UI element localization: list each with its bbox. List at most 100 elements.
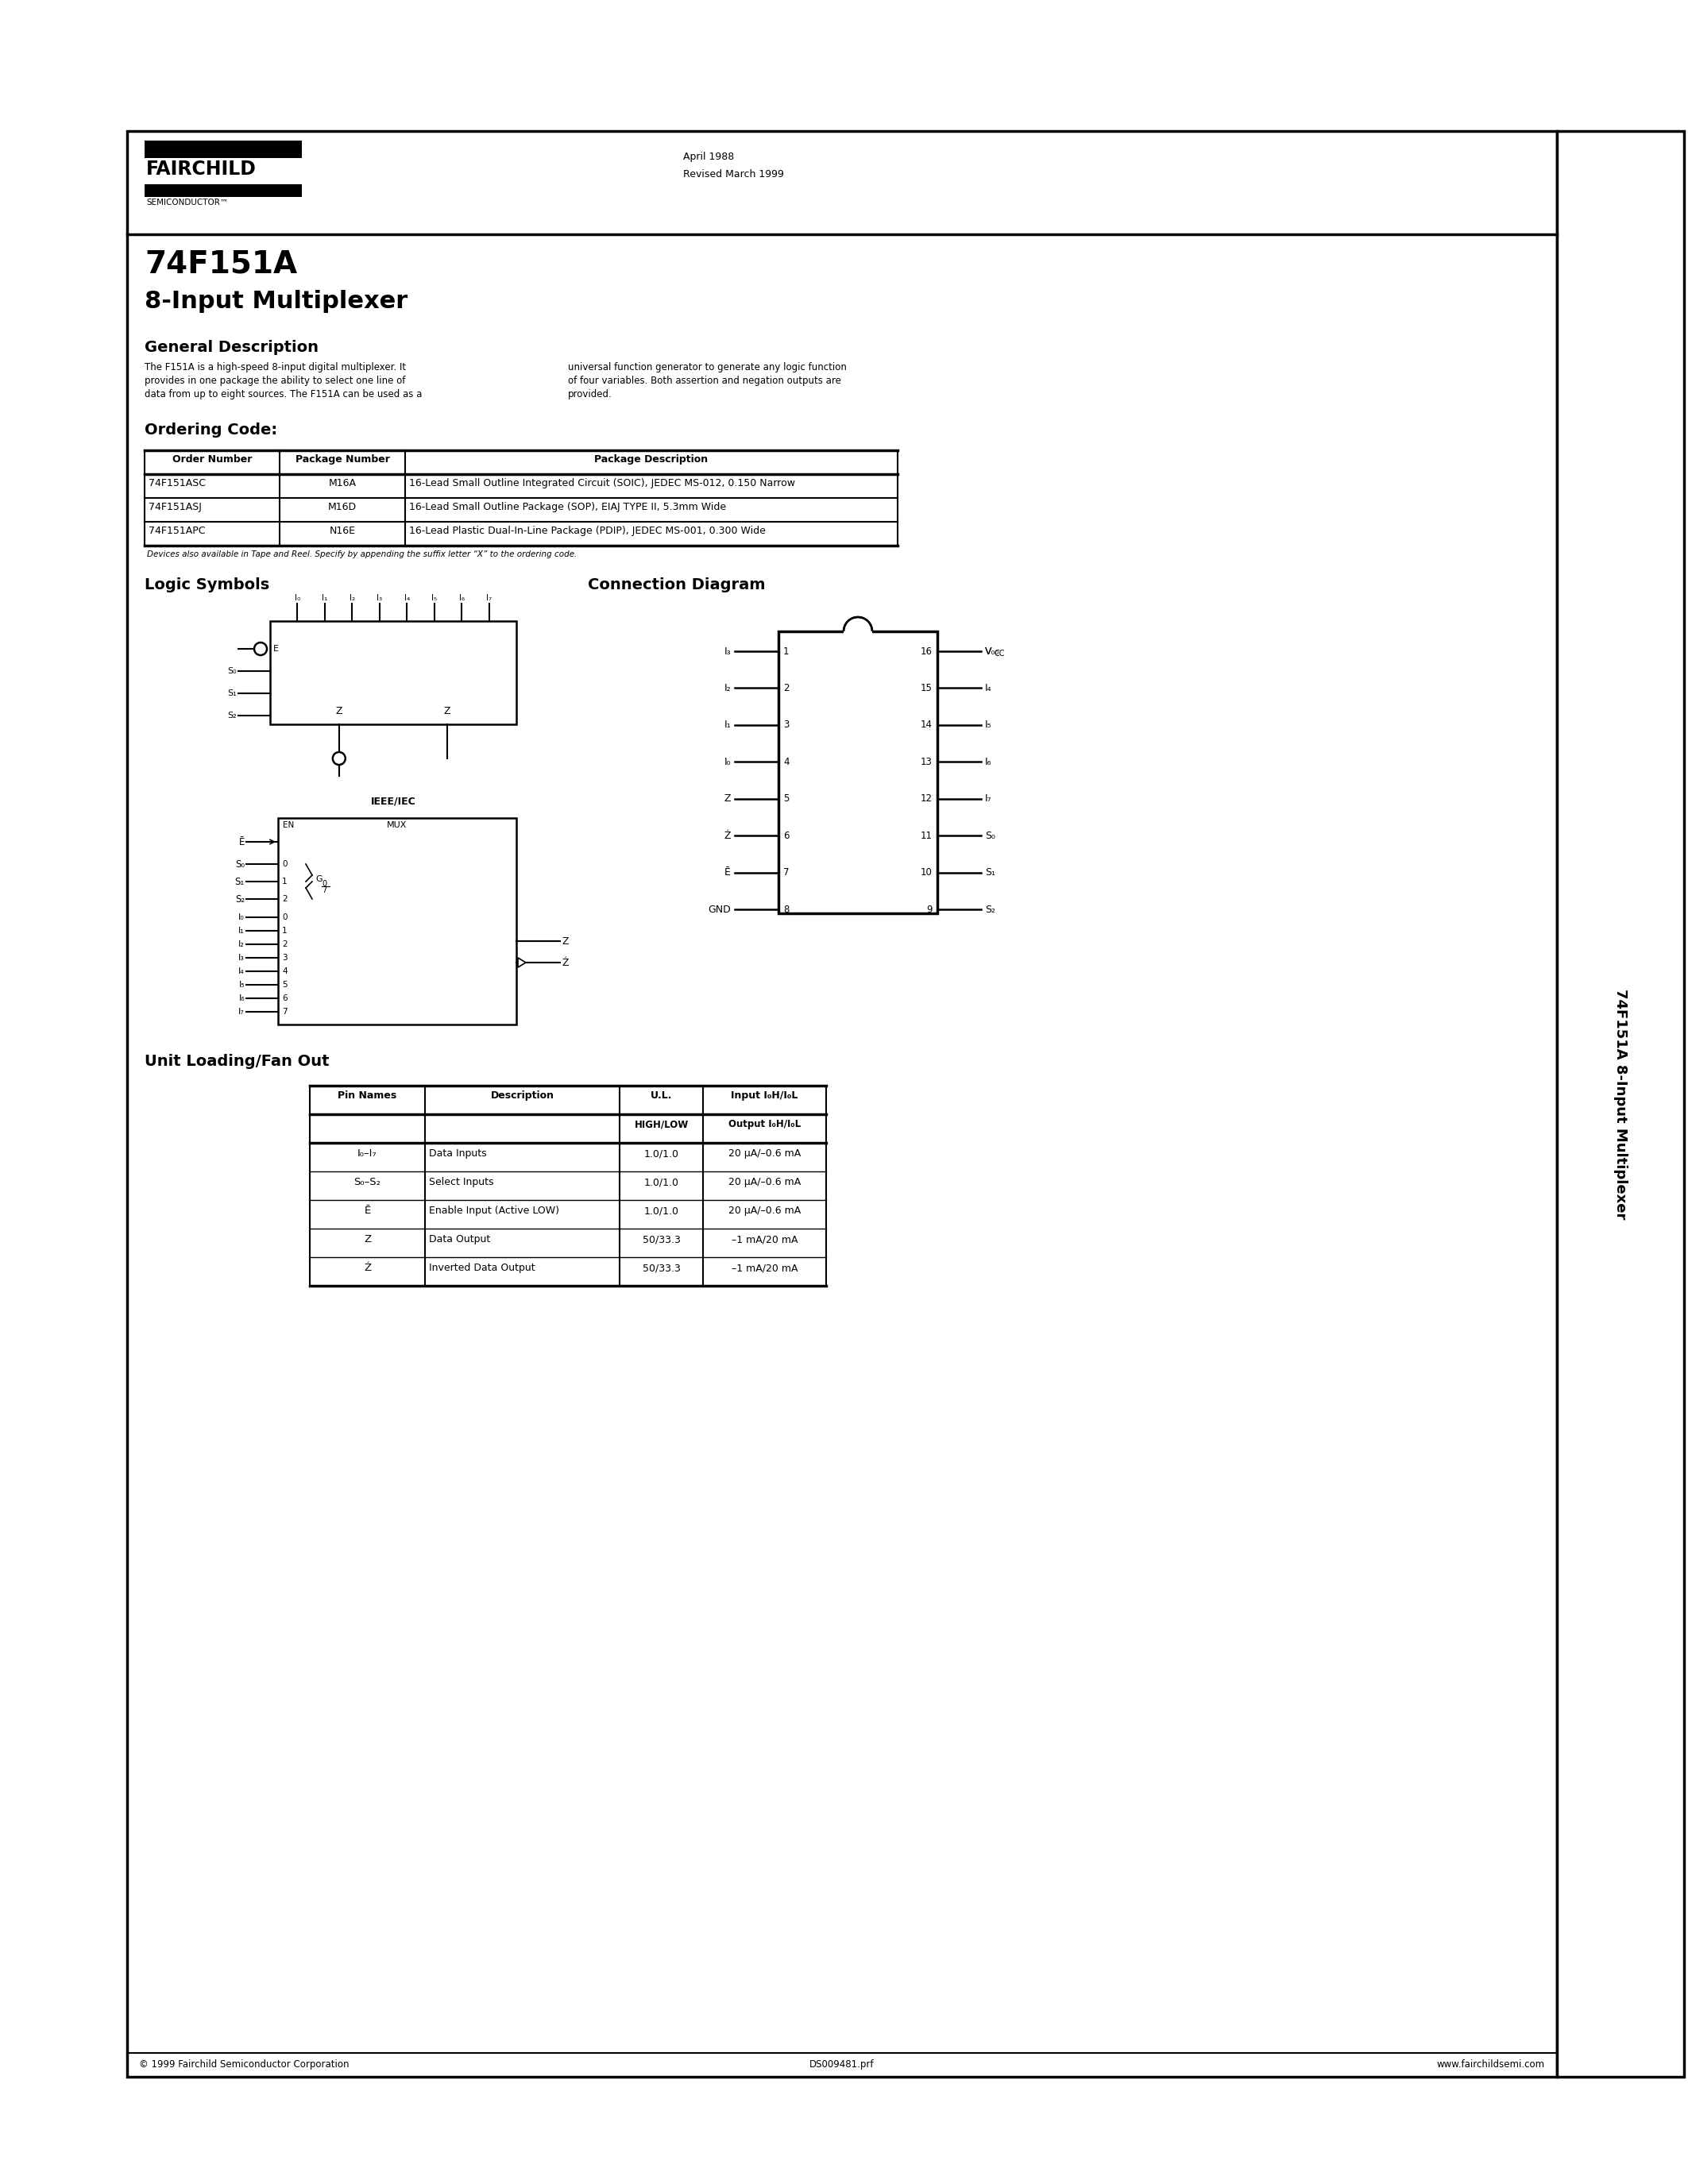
Text: I₄: I₄ (986, 684, 993, 692)
Text: I₀: I₀ (295, 594, 300, 603)
Text: E: E (273, 644, 279, 653)
Text: Z: Z (365, 1234, 371, 1245)
Bar (127, 131, 1556, 2077)
Polygon shape (518, 959, 527, 968)
Text: I₆: I₆ (986, 756, 993, 767)
Bar (270, 620, 517, 725)
Text: 3: 3 (282, 954, 287, 961)
Bar (778, 631, 937, 913)
Text: EN: EN (284, 821, 294, 830)
Text: 3: 3 (783, 721, 788, 729)
Text: 1.0/1.0: 1.0/1.0 (643, 1177, 679, 1188)
Text: Data Inputs: Data Inputs (429, 1149, 486, 1160)
Text: I₂: I₂ (238, 941, 245, 948)
Text: I₇: I₇ (238, 1007, 245, 1016)
Text: I₇: I₇ (986, 793, 993, 804)
Text: 1: 1 (282, 926, 287, 935)
Text: 0: 0 (282, 913, 287, 922)
Text: 5: 5 (282, 981, 287, 989)
Text: Revised March 1999: Revised March 1999 (684, 168, 783, 179)
Text: 10: 10 (920, 867, 932, 878)
Text: –1 mA/20 mA: –1 mA/20 mA (731, 1262, 798, 1273)
Text: V₀₀: V₀₀ (986, 646, 999, 657)
Text: IEEE/IEC: IEEE/IEC (371, 795, 415, 806)
Text: Ź: Ź (724, 830, 731, 841)
Text: 6: 6 (282, 994, 287, 1002)
Text: 20 μA/–0.6 mA: 20 μA/–0.6 mA (728, 1149, 800, 1160)
Text: provided.: provided. (567, 389, 613, 400)
Text: –1 mA/20 mA: –1 mA/20 mA (731, 1234, 798, 1245)
Text: 74F151APC: 74F151APC (149, 526, 206, 535)
Text: HIGH/LOW: HIGH/LOW (635, 1118, 689, 1129)
Text: Ź: Ź (562, 957, 569, 968)
Text: Z: Z (444, 705, 451, 716)
Text: Output I₀H/I₀L: Output I₀H/I₀L (729, 1118, 800, 1129)
Text: MUX: MUX (387, 821, 407, 830)
Text: 7: 7 (783, 867, 790, 878)
Text: I₁: I₁ (238, 926, 245, 935)
Text: S₂: S₂ (986, 904, 996, 915)
Text: 5: 5 (783, 793, 788, 804)
Text: 15: 15 (920, 684, 932, 692)
Text: provides in one package the ability to select one line of: provides in one package the ability to s… (145, 376, 405, 387)
Text: Ē: Ē (365, 1206, 371, 1216)
Text: S₂: S₂ (235, 893, 245, 904)
Text: data from up to eight sources. The F151A can be used as a: data from up to eight sources. The F151A… (145, 389, 422, 400)
Text: I₂: I₂ (349, 594, 354, 603)
Text: Input I₀H/I₀L: Input I₀H/I₀L (731, 1090, 798, 1101)
Text: S₁: S₁ (228, 690, 236, 697)
Text: 74F151ASJ: 74F151ASJ (149, 502, 201, 513)
Text: 11: 11 (920, 830, 932, 841)
Bar (1556, 131, 1685, 2077)
Text: 1.0/1.0: 1.0/1.0 (643, 1206, 679, 1216)
Text: 20 μA/–0.6 mA: 20 μA/–0.6 mA (728, 1177, 800, 1188)
Text: I₁: I₁ (322, 594, 327, 603)
Text: 7: 7 (282, 1007, 287, 1016)
Text: 16-Lead Small Outline Package (SOP), EIAJ TYPE II, 5.3mm Wide: 16-Lead Small Outline Package (SOP), EIA… (408, 502, 726, 513)
Text: M16D: M16D (327, 502, 356, 513)
Text: 50/33.3: 50/33.3 (641, 1234, 680, 1245)
Text: N16E: N16E (329, 526, 356, 535)
Text: Ē: Ē (724, 867, 731, 878)
Text: 0: 0 (282, 860, 287, 867)
Text: 74F151A: 74F151A (145, 249, 297, 280)
Text: I₆: I₆ (459, 594, 464, 603)
Text: S₁: S₁ (235, 876, 245, 887)
Text: 14: 14 (920, 721, 932, 729)
Text: Package Number: Package Number (295, 454, 390, 465)
Text: 74F151A 8-Input Multiplexer: 74F151A 8-Input Multiplexer (1614, 989, 1627, 1219)
Text: 1: 1 (282, 878, 287, 885)
Text: I₄: I₄ (238, 968, 245, 976)
Text: 16: 16 (920, 646, 932, 657)
Bar (844, 629, 873, 646)
Text: S₀: S₀ (228, 666, 236, 675)
Text: Z: Z (336, 705, 343, 716)
Text: I₅: I₅ (986, 721, 993, 729)
Text: General Description: General Description (145, 341, 319, 356)
Text: I₃: I₃ (376, 594, 383, 603)
Text: 4: 4 (282, 968, 287, 976)
Text: Logic Symbols: Logic Symbols (145, 577, 270, 592)
Text: I₀: I₀ (724, 756, 731, 767)
Text: Ē: Ē (238, 836, 245, 847)
Text: GND: GND (707, 904, 731, 915)
Text: April 1988: April 1988 (684, 151, 734, 162)
Text: I₇: I₇ (486, 594, 491, 603)
Text: Z: Z (724, 793, 731, 804)
Text: Order Number: Order Number (172, 454, 252, 465)
Text: 20 μA/–0.6 mA: 20 μA/–0.6 mA (728, 1206, 800, 1216)
Text: G: G (316, 876, 322, 882)
Text: Devices also available in Tape and Reel. Specify by appending the suffix letter : Devices also available in Tape and Reel.… (147, 550, 577, 559)
Text: 9: 9 (927, 904, 932, 915)
Text: Connection Diagram: Connection Diagram (587, 577, 765, 592)
Bar (279, 819, 517, 1024)
Text: 12: 12 (920, 793, 932, 804)
Text: S₀: S₀ (986, 830, 996, 841)
Text: 13: 13 (920, 756, 932, 767)
Text: 0: 0 (322, 880, 326, 889)
Text: I₆: I₆ (238, 994, 245, 1002)
Text: I₀–I₇: I₀–I₇ (358, 1149, 376, 1160)
Text: U.L.: U.L. (650, 1090, 672, 1101)
Text: Inverted Data Output: Inverted Data Output (429, 1262, 535, 1273)
Text: 50/33.3: 50/33.3 (641, 1262, 680, 1273)
